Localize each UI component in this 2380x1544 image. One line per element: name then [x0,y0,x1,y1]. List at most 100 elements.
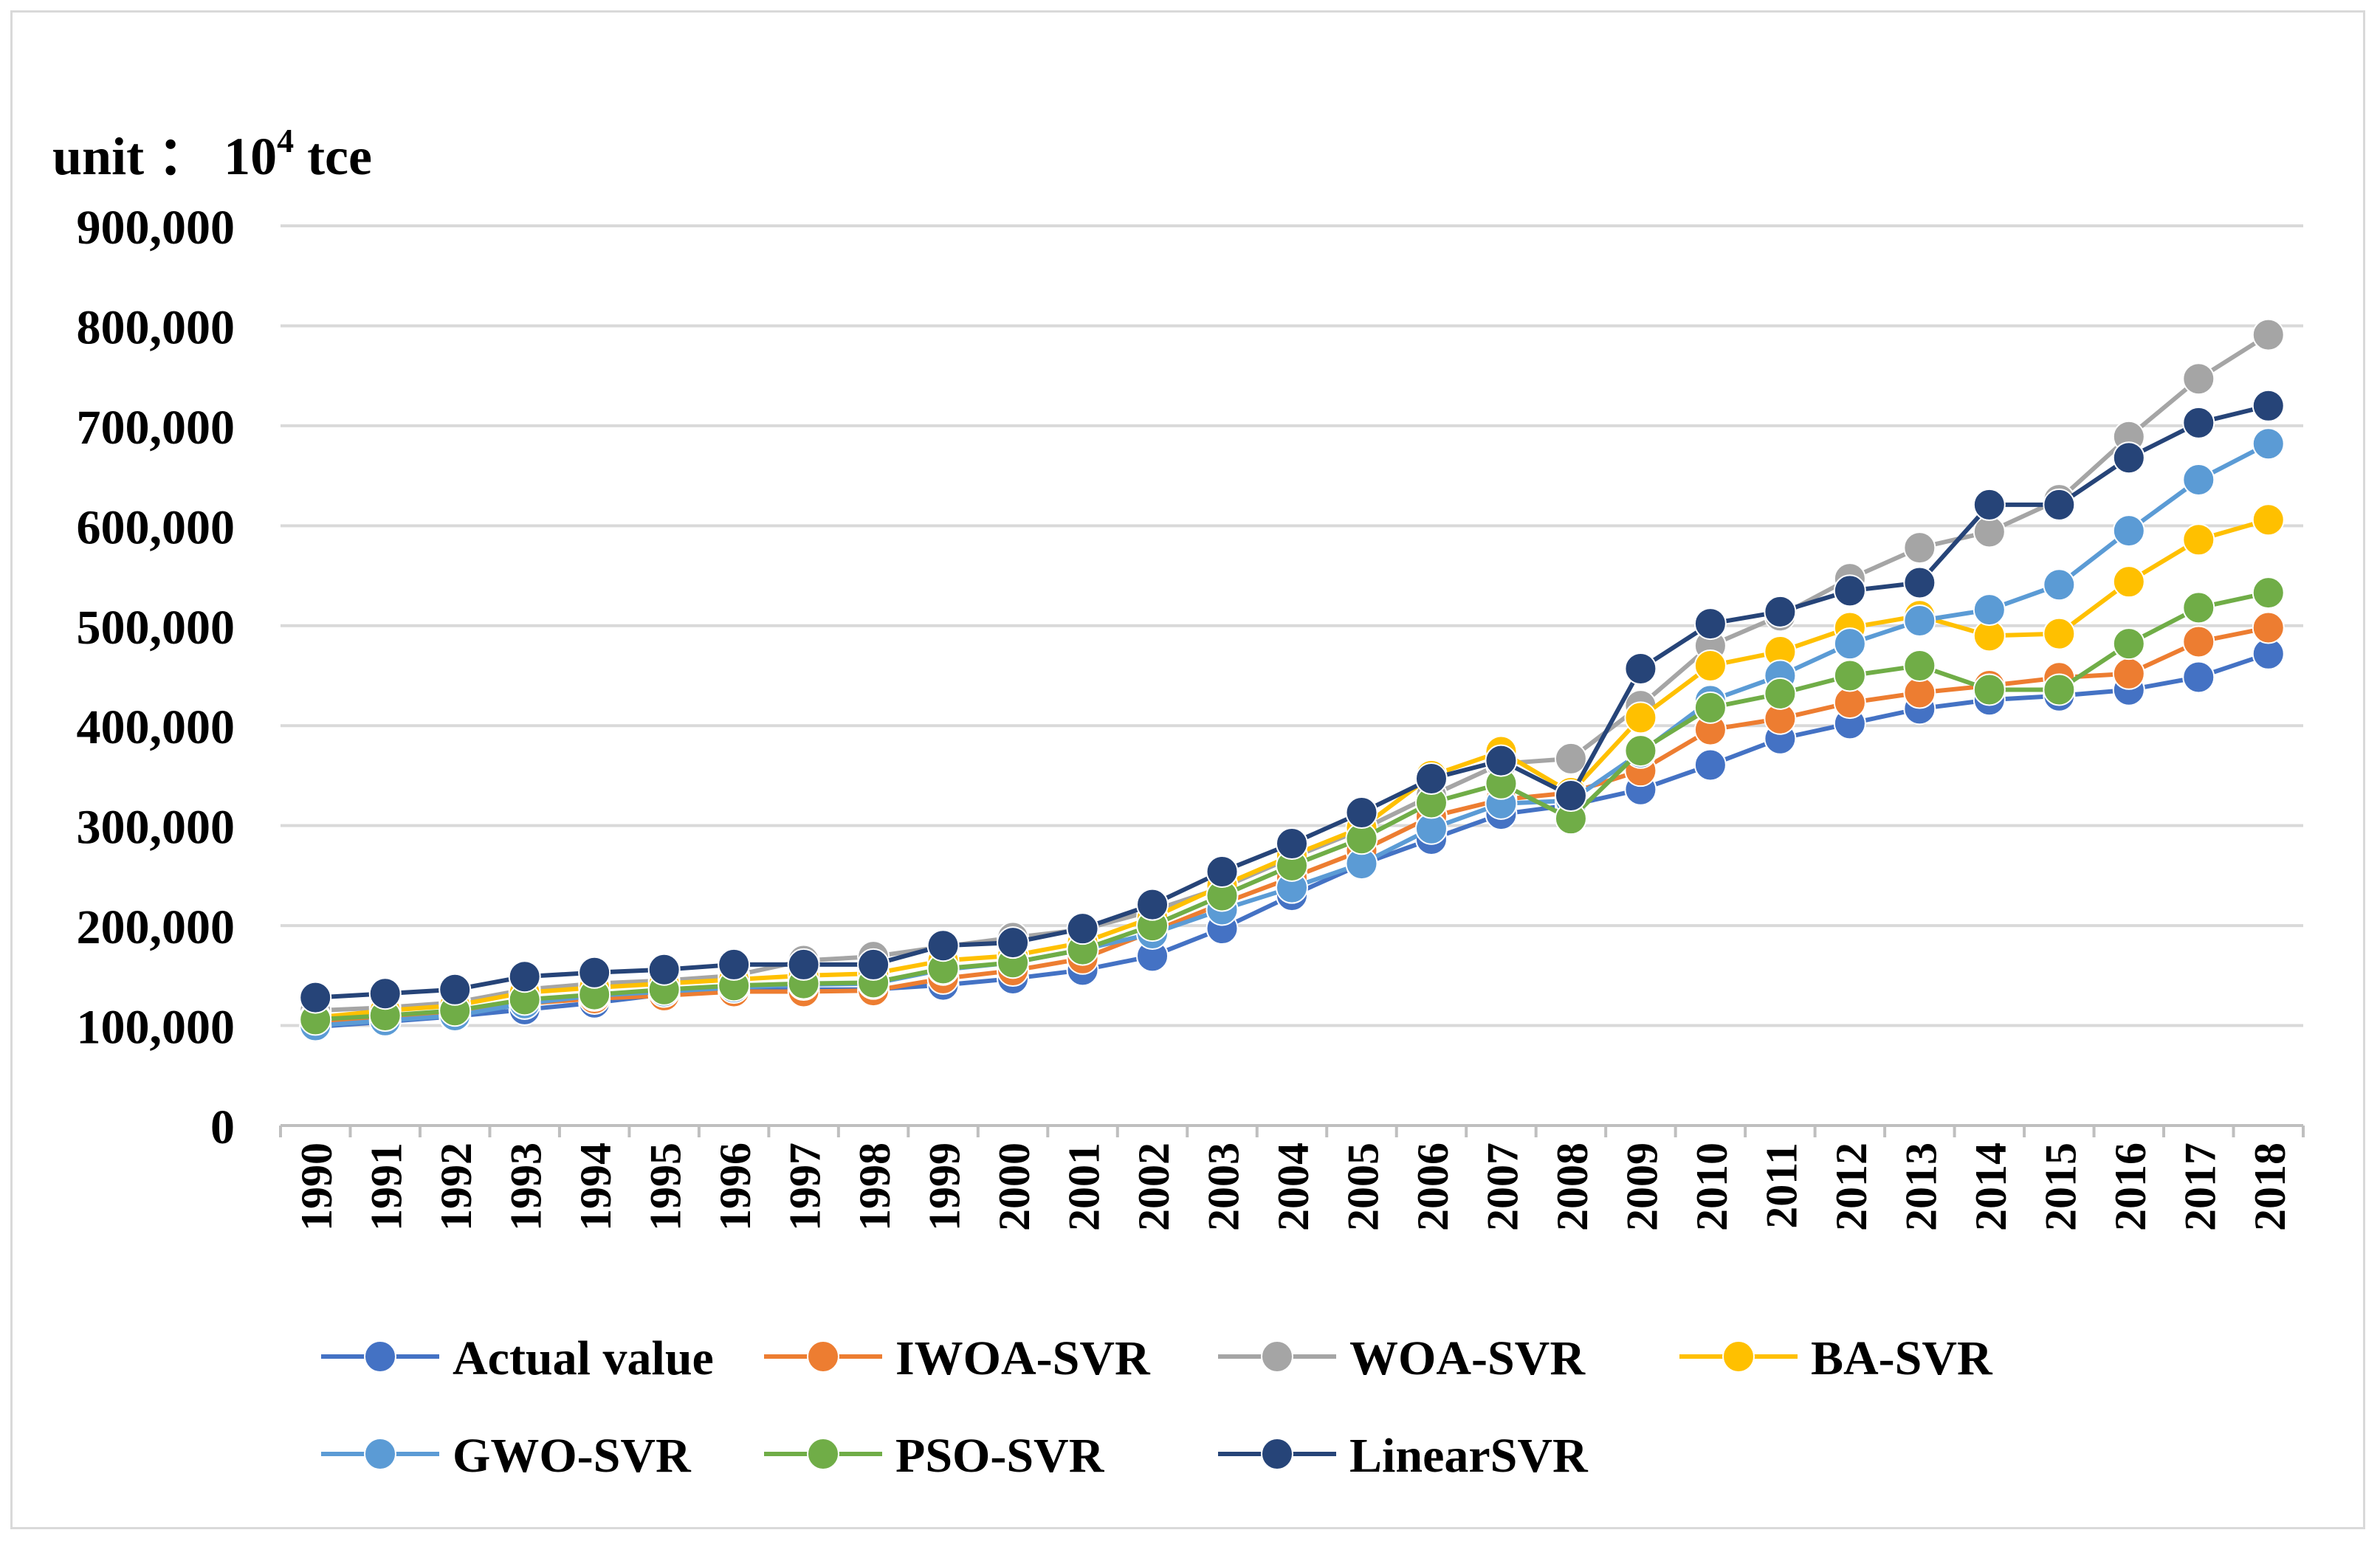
x-tick-label: 2016 [2106,1143,2155,1231]
x-tick-label: 1997 [781,1143,830,1231]
data-point [926,929,960,962]
data-point [2182,661,2215,694]
legend-item-gwo-svr: GWO-SVR [321,1429,692,1483]
data-point [2252,576,2285,610]
gridlines [281,224,2303,1027]
legend-marker [807,1340,839,1373]
data-point [718,948,751,981]
data-point [1973,488,2006,521]
data-point [1833,574,1866,607]
data-point [1764,677,1797,710]
data-point [2252,427,2285,461]
chart-frame: unit ： 104 tce [10,10,2365,1529]
x-tick-label: 2010 [1688,1143,1736,1231]
x-tick-label: 1993 [502,1143,551,1231]
y-tick-label: 200,000 [77,900,235,954]
series-ba-svr [299,503,2285,1034]
data-point [1833,627,1866,661]
x-tick-label: 1990 [292,1143,341,1231]
data-point [1693,649,1727,682]
x-tick-label: 1991 [362,1143,411,1231]
data-point [1764,595,1797,628]
data-point [1206,855,1239,888]
x-tick-label: 1996 [711,1143,760,1231]
y-tick-label: 300,000 [77,801,235,855]
unit-label-exponent: 4 [277,122,295,159]
data-point [2252,503,2285,537]
data-point [2182,463,2215,497]
series-line-pso-svr [315,590,2269,1022]
legend-label: WOA-SVR [1349,1331,1586,1385]
data-point [1554,742,1587,775]
data-point [2112,565,2145,599]
y-tick-label: 400,000 [77,700,235,754]
x-tick-label: 2006 [1409,1143,1457,1231]
data-point [1414,762,1448,796]
legend-marker [807,1438,839,1470]
y-tick-label: 900,000 [77,201,235,255]
unit-label-prefix: unit ： 10 [52,127,278,186]
legend-label: LinearSVR [1349,1429,1589,1483]
data-point [299,981,332,1014]
axes: 0 100,000 200,000 300,000 400,000 500,000 600,… [77,201,2305,1231]
data-point [2252,611,2285,644]
data-point [2252,318,2285,351]
data-point [2112,514,2145,548]
series-line-ba-svr [314,517,2269,1020]
data-point [1693,748,1727,782]
data-point [1903,566,1936,599]
data-point [1693,607,1727,641]
data-point [1345,796,1378,830]
data-point [1624,652,1657,686]
x-tick-label: 1995 [642,1143,690,1231]
data-point [2112,441,2145,475]
data-point [1903,649,1936,682]
data-point [1693,691,1727,724]
legend-item-linearsvr: LinearSVR [1218,1429,1589,1483]
legend-label: IWOA-SVR [895,1331,1151,1385]
y-tick-label: 500,000 [77,601,235,655]
data-point [787,948,820,981]
legend-item-ba-svr: BA-SVR [1679,1331,1993,1385]
x-tick-label: 2004 [1269,1143,1318,1231]
data-point [1973,673,2006,706]
data-point [997,926,1030,959]
data-point [2252,389,2285,422]
legend-marker [1722,1340,1755,1373]
x-tick-label: 2005 [1338,1143,1387,1231]
series-linearsvr [299,389,2285,1014]
legend-label: BA-SVR [1811,1331,1993,1385]
x-tick-label: 2013 [1896,1143,1945,1231]
x-tick-label: 2009 [1617,1143,1666,1231]
data-point [508,960,541,993]
legend-marker [1261,1438,1293,1470]
x-tick-label: 2018 [2246,1143,2294,1231]
data-point [578,956,611,989]
x-tick-label: 2001 [1060,1143,1109,1231]
data-point [1554,779,1587,813]
data-point [368,977,402,1010]
data-point [1624,701,1657,734]
x-tick-label: 1999 [921,1143,969,1231]
y-tick-label: 0 [210,1100,235,1154]
unit-label: unit ： 104 tce [52,112,372,190]
data-point [1276,827,1308,861]
legend: Actual value IWOA-SVR WOA-SVR BA-SVR GWO-SVR… [321,1331,1993,1483]
legend-marker [364,1340,396,1373]
y-tick-label: 800,000 [77,300,235,354]
data-point [647,953,681,986]
legend-marker [1261,1340,1293,1373]
x-tick-label: 2017 [2176,1143,2224,1231]
x-tick-label: 2014 [1967,1143,2015,1231]
data-point [2043,617,2076,650]
data-point [1485,744,1518,777]
data-point [1624,734,1657,768]
x-tick-label: 2011 [1757,1143,1806,1229]
data-point [857,948,890,981]
data-point [2043,673,2076,706]
y-tick-label: 600,000 [77,500,235,554]
data-point [1066,912,1099,945]
legend-item-pso-svr: PSO-SVR [764,1429,1105,1483]
legend-label: Actual value [453,1331,714,1385]
